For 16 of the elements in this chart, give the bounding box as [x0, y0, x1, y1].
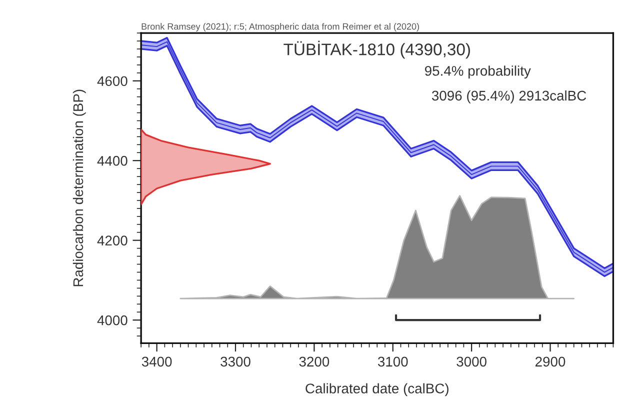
x-tick-label: 2900 — [536, 356, 566, 367]
annotation: 3096 (95.4%) 2913calBC — [432, 90, 586, 104]
text: TÜBİTAK-1810 (4390,30) — [284, 40, 470, 59]
x-tick-label: 3400 — [142, 356, 172, 367]
x-tick-label: 3300 — [220, 356, 250, 367]
y-tick-label: 4000 — [97, 315, 128, 326]
y-axis-title: Radiocarbon determination (BP) — [72, 90, 86, 286]
y-tick-label: 4600 — [97, 76, 128, 86]
annotation: 95.4% probability — [425, 66, 531, 79]
x-tick-label: 3200 — [299, 356, 330, 367]
y-tick-label: 4400 — [97, 156, 128, 166]
text: Bronk Ramsey (2021); r:5; Atmospheric data from Reimer et al (2020) — [142, 23, 419, 32]
x-axis-title: Calibrated date (calBC) — [306, 383, 448, 396]
y-tick-label: 4200 — [97, 236, 128, 246]
x-tick-label: 3000 — [456, 356, 486, 367]
x-tick-label: 3100 — [378, 356, 408, 367]
